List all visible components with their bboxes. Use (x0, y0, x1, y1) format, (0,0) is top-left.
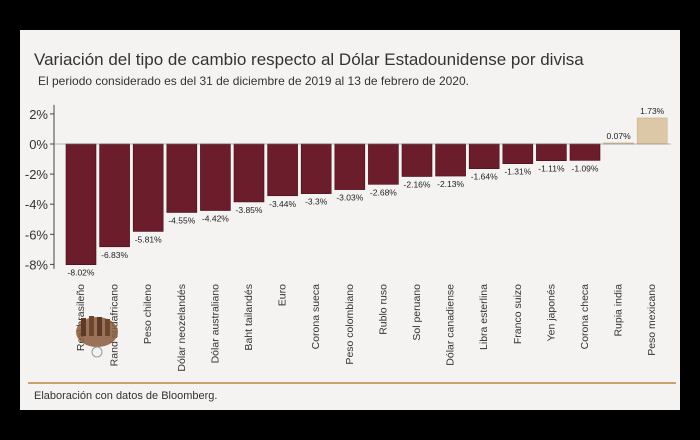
bar-chart: 2%0%-2%-4%-6%-8%-8.02%Real brasileño-6.8… (25, 104, 671, 372)
bar (233, 143, 265, 203)
bar (502, 143, 534, 165)
bar (569, 143, 601, 161)
data-label: 0.07% (607, 131, 632, 141)
category-label: Rupia india (613, 284, 625, 337)
data-label: -2.13% (437, 179, 464, 189)
data-label: -3.44% (269, 199, 296, 209)
data-label: -1.64% (471, 172, 498, 182)
data-label: -1.11% (538, 164, 565, 174)
bar (200, 143, 231, 211)
data-label: -4.55% (168, 215, 195, 225)
source-note: Elaboración con datos de Bloomberg. (34, 390, 218, 402)
data-label: -1.09% (572, 163, 599, 173)
category-label: Baht tailandés (243, 284, 255, 351)
bar (334, 143, 366, 190)
chart-title: Variación del tipo de cambio respecto al… (34, 50, 584, 69)
data-label: -3.03% (336, 193, 363, 203)
category-label: Dólar australiano (209, 284, 221, 364)
data-label: -3.3% (305, 197, 328, 207)
bar (267, 143, 298, 197)
bar (636, 117, 668, 145)
bar (300, 143, 332, 194)
category-label: Dólar canadiense (445, 284, 457, 366)
bar (65, 143, 97, 266)
data-label: -8.02% (68, 268, 95, 278)
data-label: 1.73% (640, 106, 665, 116)
presentation-slide: Variación del tipo de cambio respecto al… (20, 30, 680, 410)
chart-subtitle: El periodo considerado es del 31 de dici… (38, 74, 469, 88)
category-label: Peso chileno (142, 284, 154, 344)
category-label: Libra esterlina (478, 284, 490, 350)
category-label: Euro (277, 284, 289, 306)
footer-divider (28, 382, 676, 384)
data-label: -4.42% (202, 214, 229, 224)
bar (401, 143, 433, 177)
category-label: Franco suizo (512, 284, 524, 344)
bar (132, 143, 164, 232)
category-label: Sol peruano (411, 284, 423, 341)
category-label: Yen japonés (545, 284, 557, 341)
bar (166, 143, 198, 213)
category-label: Peso colombiano (344, 284, 356, 365)
data-label: -5.81% (135, 234, 162, 244)
category-label: Corona sueca (310, 284, 322, 350)
y-tick-label: -6% (25, 227, 49, 242)
bar (468, 143, 500, 169)
data-label: -3.85% (236, 205, 263, 215)
category-label: Dólar neozelandés (176, 284, 188, 372)
bar (368, 143, 399, 185)
category-label: Peso mexicano (646, 284, 658, 356)
y-tick-label: -4% (25, 197, 49, 212)
data-label: -2.16% (404, 180, 431, 190)
category-label: Rublo ruso (377, 284, 389, 335)
data-label: -1.31% (504, 167, 531, 177)
bar (99, 143, 130, 248)
y-tick-label: -8% (25, 257, 49, 272)
bar (435, 143, 466, 177)
data-label: -2.68% (370, 187, 397, 197)
y-tick-label: 0% (29, 137, 48, 152)
category-label: Corona checa (579, 284, 591, 350)
coat-of-arms-logo (76, 316, 118, 358)
data-label: -6.83% (101, 250, 128, 260)
y-tick-label: -2% (25, 167, 49, 182)
y-tick-label: 2% (29, 107, 48, 122)
bar (536, 143, 567, 162)
